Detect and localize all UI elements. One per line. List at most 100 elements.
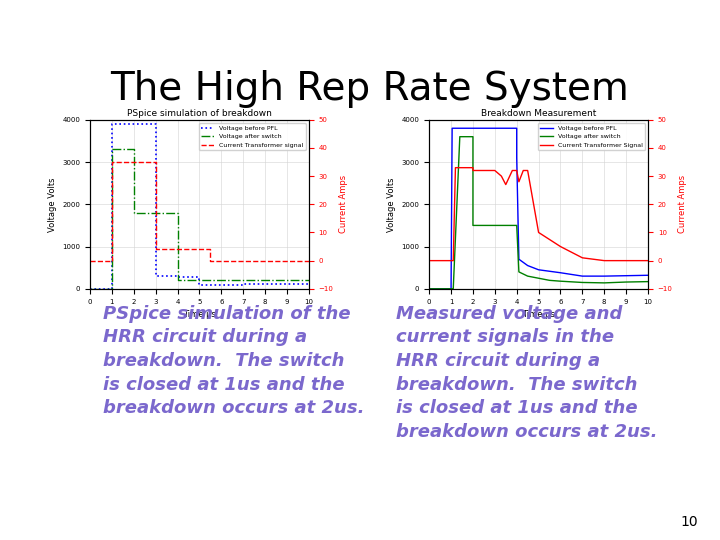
- Line: Current Transformer Signal: Current Transformer Signal: [429, 168, 648, 261]
- Current Transformer Signal: [469, 167, 477, 174]
- Voltage before PFL: [622, 273, 631, 279]
- Voltage before PFL: [195, 274, 204, 280]
- Voltage after switch: [86, 286, 94, 292]
- Voltage after switch: [600, 280, 608, 286]
- Voltage before PFL: [578, 273, 587, 279]
- Voltage before PFL: [217, 281, 225, 288]
- Voltage after switch: [107, 146, 116, 153]
- Current Transformer Signal: [469, 165, 477, 171]
- Voltage after switch: [501, 222, 510, 228]
- Voltage before PFL: [469, 125, 477, 131]
- Voltage after switch: [578, 279, 587, 286]
- Voltage before PFL: [454, 125, 462, 131]
- Current Transformer signal: [206, 258, 215, 264]
- Voltage after switch: [174, 210, 182, 216]
- Voltage before PFL: [261, 280, 269, 287]
- Voltage after switch: [534, 275, 543, 281]
- Y-axis label: Current Amps: Current Amps: [678, 176, 687, 233]
- Voltage after switch: [545, 277, 554, 284]
- X-axis label: Time μs: Time μs: [183, 310, 216, 319]
- Current Transformer signal: [305, 258, 313, 264]
- Voltage after switch: [217, 277, 225, 284]
- Voltage after switch: [151, 210, 160, 216]
- Voltage before PFL: [523, 262, 532, 269]
- Voltage before PFL: [600, 273, 608, 279]
- Current Transformer signal: [151, 246, 160, 253]
- Voltage before PFL: [283, 280, 292, 287]
- Voltage after switch: [239, 277, 248, 284]
- Voltage after switch: [515, 269, 523, 275]
- Voltage after switch: [130, 210, 138, 216]
- Current Transformer signal: [86, 258, 94, 264]
- Voltage before PFL: [283, 280, 292, 287]
- Text: Measured voltage and
current signals in the
HRR circuit during a
breakdown.  The: Measured voltage and current signals in …: [395, 305, 657, 441]
- Voltage before PFL: [174, 274, 182, 280]
- Voltage after switch: [195, 277, 204, 284]
- Voltage before PFL: [644, 272, 652, 279]
- Current Transformer Signal: [451, 165, 460, 171]
- Voltage before PFL: [454, 125, 462, 131]
- Current Transformer signal: [151, 159, 160, 165]
- Voltage before PFL: [515, 256, 523, 262]
- Current Transformer Signal: [513, 167, 521, 174]
- Voltage after switch: [644, 279, 652, 285]
- Voltage before PFL: [305, 280, 313, 287]
- Current Transformer Signal: [644, 258, 652, 264]
- Voltage before PFL: [425, 286, 433, 292]
- Voltage after switch: [473, 222, 482, 228]
- Voltage after switch: [471, 222, 480, 228]
- Current Transformer signal: [206, 246, 215, 253]
- Current Transformer signal: [107, 159, 116, 165]
- Line: Voltage before PFL: Voltage before PFL: [429, 128, 648, 289]
- Current Transformer Signal: [534, 229, 543, 235]
- Voltage before PFL: [448, 125, 456, 131]
- Voltage after switch: [469, 133, 477, 140]
- Voltage before PFL: [130, 121, 138, 127]
- Title: PSpice simulation of breakdown: PSpice simulation of breakdown: [127, 109, 272, 118]
- Voltage after switch: [174, 277, 182, 284]
- Current Transformer signal: [107, 258, 116, 264]
- Voltage after switch: [151, 210, 160, 216]
- Current Transformer Signal: [515, 179, 523, 185]
- Voltage after switch: [449, 286, 458, 292]
- Current Transformer Signal: [497, 173, 505, 179]
- Legend: Voltage before PFL, Voltage after switch, Current Transformer Signal: Voltage before PFL, Voltage after switch…: [538, 123, 645, 150]
- Voltage after switch: [622, 279, 631, 285]
- Voltage before PFL: [107, 121, 116, 127]
- Current Transformer Signal: [578, 254, 587, 261]
- Current Transformer Signal: [600, 258, 608, 264]
- Current Transformer Signal: [490, 167, 499, 174]
- Voltage after switch: [456, 133, 464, 140]
- Voltage after switch: [305, 277, 313, 284]
- Text: 10: 10: [681, 515, 698, 529]
- Title: Breakdown Measurement: Breakdown Measurement: [481, 109, 596, 118]
- Text: PSpice simulation of the
HRR circuit during a
breakdown.  The switch
is closed a: PSpice simulation of the HRR circuit dur…: [103, 305, 365, 417]
- Voltage before PFL: [174, 273, 182, 279]
- Text: The High Rep Rate System: The High Rep Rate System: [109, 70, 629, 108]
- Voltage after switch: [239, 277, 248, 284]
- Voltage after switch: [490, 222, 499, 228]
- Voltage after switch: [469, 222, 477, 228]
- Line: Current Transformer signal: Current Transformer signal: [90, 162, 309, 261]
- Current Transformer Signal: [501, 181, 510, 188]
- Current Transformer Signal: [556, 244, 564, 250]
- Current Transformer Signal: [567, 249, 576, 255]
- Voltage after switch: [513, 222, 521, 228]
- Current Transformer Signal: [449, 258, 458, 264]
- Voltage before PFL: [513, 125, 521, 131]
- Current Transformer Signal: [519, 167, 528, 174]
- Voltage before PFL: [513, 154, 521, 161]
- Voltage before PFL: [239, 280, 248, 287]
- Current Transformer Signal: [480, 167, 488, 174]
- Voltage before PFL: [195, 281, 204, 288]
- Voltage after switch: [195, 277, 204, 284]
- Voltage before PFL: [130, 121, 138, 127]
- Current Transformer Signal: [425, 258, 433, 264]
- Legend: Voltage before PFL, Voltage after switch, Current Transformer signal: Voltage before PFL, Voltage after switch…: [199, 123, 306, 150]
- Line: Voltage before PFL: Voltage before PFL: [90, 124, 309, 289]
- Y-axis label: Current Amps: Current Amps: [339, 176, 348, 233]
- Voltage after switch: [425, 286, 433, 292]
- Voltage before PFL: [469, 125, 477, 131]
- Voltage before PFL: [239, 281, 248, 288]
- X-axis label: Time μs: Time μs: [522, 310, 555, 319]
